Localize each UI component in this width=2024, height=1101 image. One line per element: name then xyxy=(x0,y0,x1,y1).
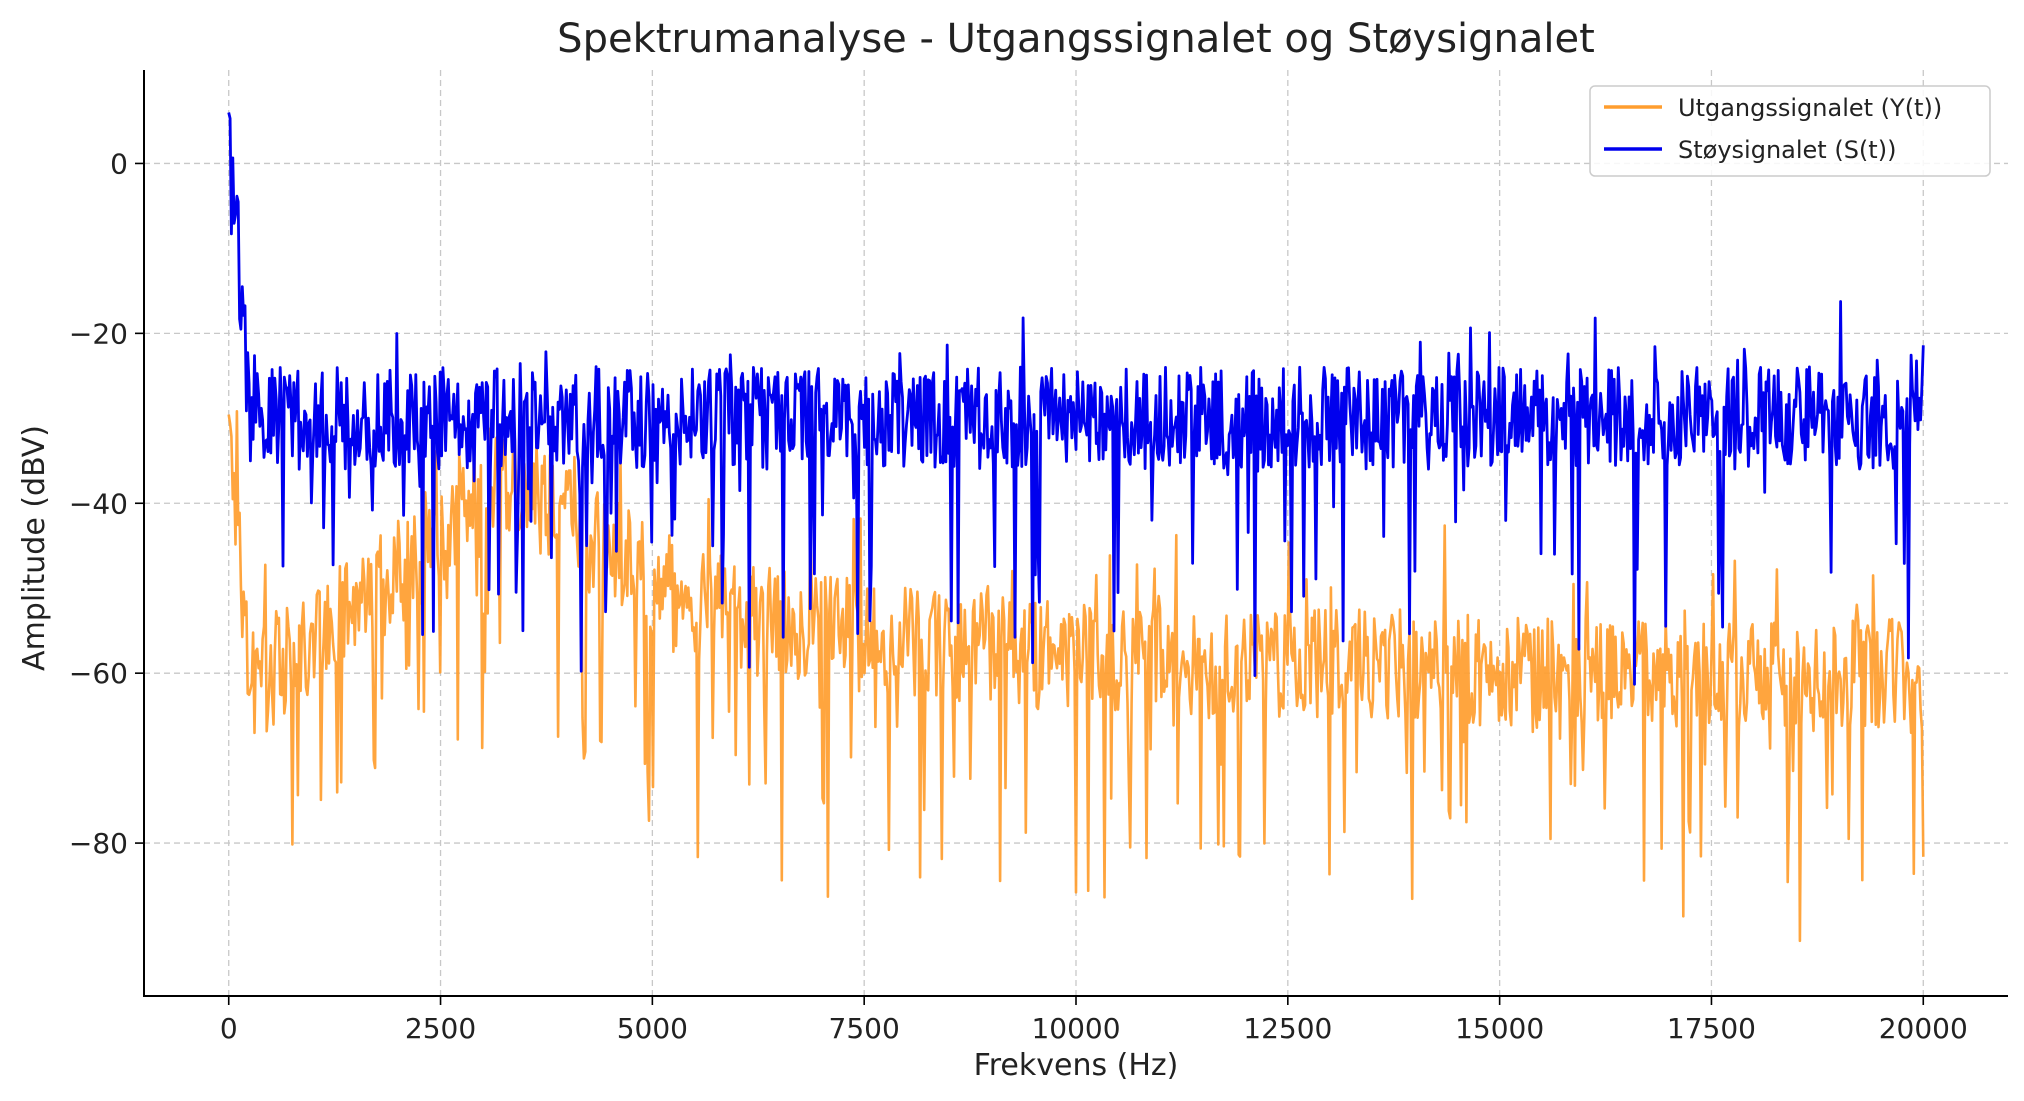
x-tick-label: 10000 xyxy=(1031,1012,1120,1045)
legend: Utgangssignalet (Y(t)) Støysignalet (S(t… xyxy=(1589,85,1991,177)
x-tick-label: 5000 xyxy=(617,1012,688,1045)
y-tick-label: −20 xyxy=(69,317,128,350)
y-tick-label: −80 xyxy=(69,827,128,860)
legend-label-noise: Støysignalet (S(t)) xyxy=(1678,136,1896,164)
x-tick-label: 15000 xyxy=(1455,1012,1544,1045)
series-layer xyxy=(227,112,1925,943)
x-tick-label: 17500 xyxy=(1667,1012,1756,1045)
axes: 0 2500 5000 7500 10000 12500 15000 17500 20000 0 −… xyxy=(69,70,2008,1045)
legend-label-output: Utgangssignalet (Y(t)) xyxy=(1678,94,1942,122)
x-tick-label: 7500 xyxy=(829,1012,900,1045)
series-line-output-signal xyxy=(227,409,1925,943)
x-tick-label: 0 xyxy=(220,1012,238,1045)
y-tick-label: 0 xyxy=(110,147,128,180)
y-tick-label: −60 xyxy=(69,657,128,690)
axis-spines xyxy=(143,70,2008,997)
y-axis-label: Amplitude (dBV) xyxy=(17,425,52,671)
x-tick-label: 20000 xyxy=(1879,1012,1968,1045)
legend-box xyxy=(1589,85,1991,177)
y-tick-label: −40 xyxy=(69,487,128,520)
x-tick-label: 12500 xyxy=(1243,1012,1332,1045)
chart-title: Spektrumanalyse - Utgangssignalet og Stø… xyxy=(557,16,1595,62)
x-axis-label: Frekvens (Hz) xyxy=(974,1048,1179,1083)
series-line-noise-signal xyxy=(227,112,1925,686)
x-tick-label: 2500 xyxy=(405,1012,476,1045)
